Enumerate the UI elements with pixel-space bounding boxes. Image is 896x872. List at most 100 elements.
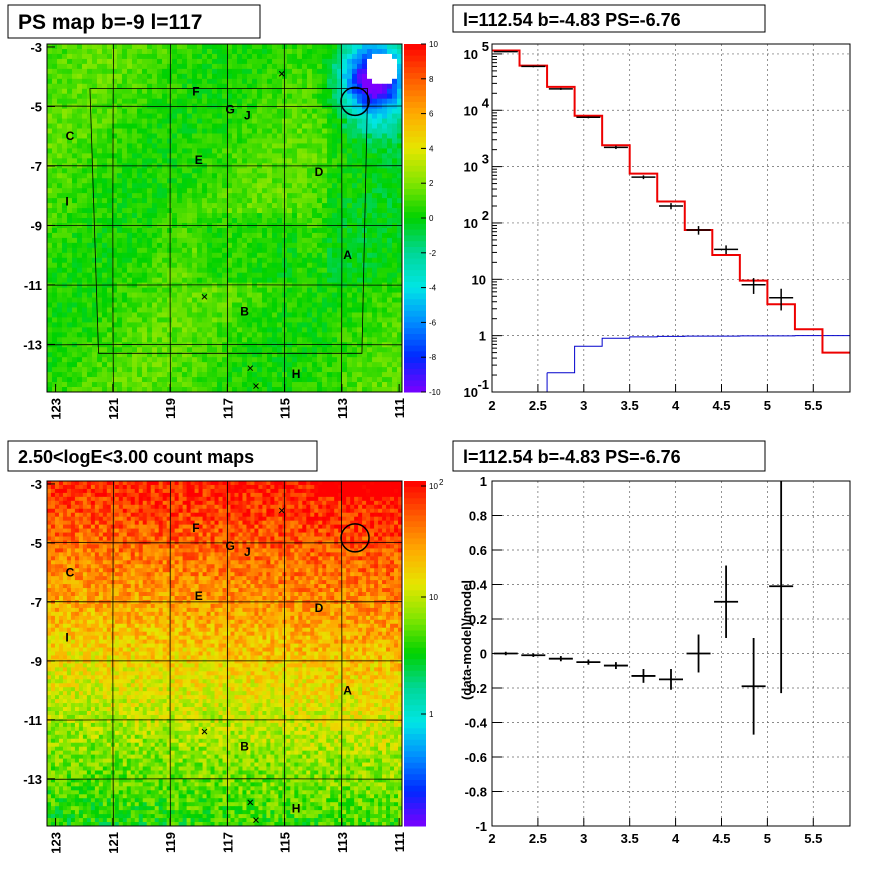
ps-map-cell xyxy=(297,382,303,388)
ps-map-cell xyxy=(132,63,138,70)
ps-map-cell xyxy=(247,297,253,303)
ps-map-cell xyxy=(397,218,403,224)
ps-map-cell xyxy=(327,287,333,293)
ps-map-cell xyxy=(52,128,58,134)
ps-map-cell xyxy=(162,322,168,328)
ps-map-cell xyxy=(122,382,128,388)
ps-map-cell xyxy=(237,387,243,393)
ps-map-cell xyxy=(72,153,78,159)
ps-map-cell xyxy=(352,208,358,214)
ps-map-cell xyxy=(297,48,303,55)
ps-map-cell xyxy=(307,133,313,139)
ps-map-cell xyxy=(142,133,148,139)
ps-map-cell xyxy=(152,98,158,105)
ps-map-cell xyxy=(292,367,298,373)
ps-map-cell xyxy=(392,218,398,224)
ps-map-cell xyxy=(377,158,383,164)
ps-map-cell xyxy=(167,88,173,95)
ps-map-cell xyxy=(232,93,238,100)
ps-map-cell xyxy=(197,83,203,90)
ps-map-cell xyxy=(317,322,323,328)
ps-map-cell xyxy=(52,48,58,55)
ps-map-cell xyxy=(237,342,243,348)
ps-map-cell xyxy=(202,98,208,105)
ps-map-cell xyxy=(367,44,373,50)
ps-map-cell xyxy=(97,218,103,224)
ps-map-cell xyxy=(177,312,183,318)
ps-map-cell xyxy=(262,108,268,114)
ps-map-cell xyxy=(382,138,388,144)
ps-map-cell xyxy=(337,327,343,333)
ps-map-cell xyxy=(162,267,168,274)
ps-map-cell xyxy=(292,232,298,239)
ps-map-cell xyxy=(197,208,203,214)
ps-map-cell xyxy=(157,198,163,204)
ps-map-cell xyxy=(67,322,73,328)
ps-map-cell xyxy=(197,317,203,323)
ps-map-cell xyxy=(307,302,313,308)
ps-map-cell xyxy=(47,262,53,269)
ps-map-cell xyxy=(237,198,243,204)
ps-map-cell xyxy=(82,307,88,313)
ps-map-cell xyxy=(227,352,233,358)
ps-map-cell xyxy=(207,227,213,234)
ps-map-cell xyxy=(87,123,93,129)
ps-map-cell xyxy=(207,123,213,129)
ps-map-cell xyxy=(202,377,208,383)
ps-map-cell xyxy=(297,158,303,164)
ps-map-cell xyxy=(247,108,253,114)
ps-map-cell xyxy=(247,73,253,80)
ps-map-cell xyxy=(327,272,333,279)
ps-map-cell xyxy=(277,88,283,95)
ps-map-cell xyxy=(247,377,253,383)
ps-map-cell xyxy=(52,168,58,174)
ps-map-cell xyxy=(272,242,278,249)
ps-map-cell xyxy=(392,267,398,274)
ps-map-cell xyxy=(292,317,298,323)
ps-map-cell xyxy=(327,78,333,85)
ps-map-cell xyxy=(97,312,103,318)
ps-map-cell xyxy=(307,382,313,388)
ps-map-cell xyxy=(222,83,228,90)
ps-map-cell xyxy=(302,237,308,244)
ps-map-cell xyxy=(312,367,318,373)
ps-map-cell xyxy=(122,267,128,274)
ps-map-cell xyxy=(242,337,248,343)
ps-map-cell xyxy=(97,188,103,194)
ps-map-cell xyxy=(272,63,278,70)
ps-map-cell xyxy=(227,83,233,90)
ps-map-cell xyxy=(352,377,358,383)
ps-map-cell xyxy=(307,322,313,328)
ps-map-cell xyxy=(297,58,303,65)
ps-map-cell xyxy=(357,123,363,129)
ps-map-cell xyxy=(267,118,273,124)
ps-map-cell xyxy=(117,93,123,100)
ps-map-cell xyxy=(202,73,208,80)
ps-map-cell xyxy=(112,367,118,373)
ps-map-cell xyxy=(132,372,138,378)
ps-map-cell xyxy=(207,63,213,70)
ps-map-cell xyxy=(172,302,178,308)
ps-map-cell xyxy=(382,357,388,363)
ps-map-cell xyxy=(167,208,173,214)
ps-map-cell xyxy=(172,242,178,249)
ps-map-cell xyxy=(272,128,278,134)
ps-map-cell xyxy=(377,58,383,65)
ps-map-cell xyxy=(357,188,363,194)
ps-map-cell xyxy=(347,123,353,129)
ps-map-cell xyxy=(77,327,83,333)
ps-map-cell xyxy=(322,108,328,114)
ps-map-cell xyxy=(382,242,388,249)
ps-map-cell xyxy=(367,382,373,388)
ps-map-cell xyxy=(342,213,348,219)
ps-map-cell xyxy=(322,257,328,264)
ps-map-cell xyxy=(232,282,238,288)
ps-map-cell xyxy=(67,292,73,298)
ps-map-cell xyxy=(172,108,178,114)
ps-map-cell xyxy=(312,213,318,219)
ps-map-cell xyxy=(327,277,333,284)
ps-map-cell xyxy=(267,88,273,95)
ps-map-cell xyxy=(252,247,258,254)
ps-map-cell xyxy=(332,357,338,363)
ps-map-cell xyxy=(152,352,158,358)
